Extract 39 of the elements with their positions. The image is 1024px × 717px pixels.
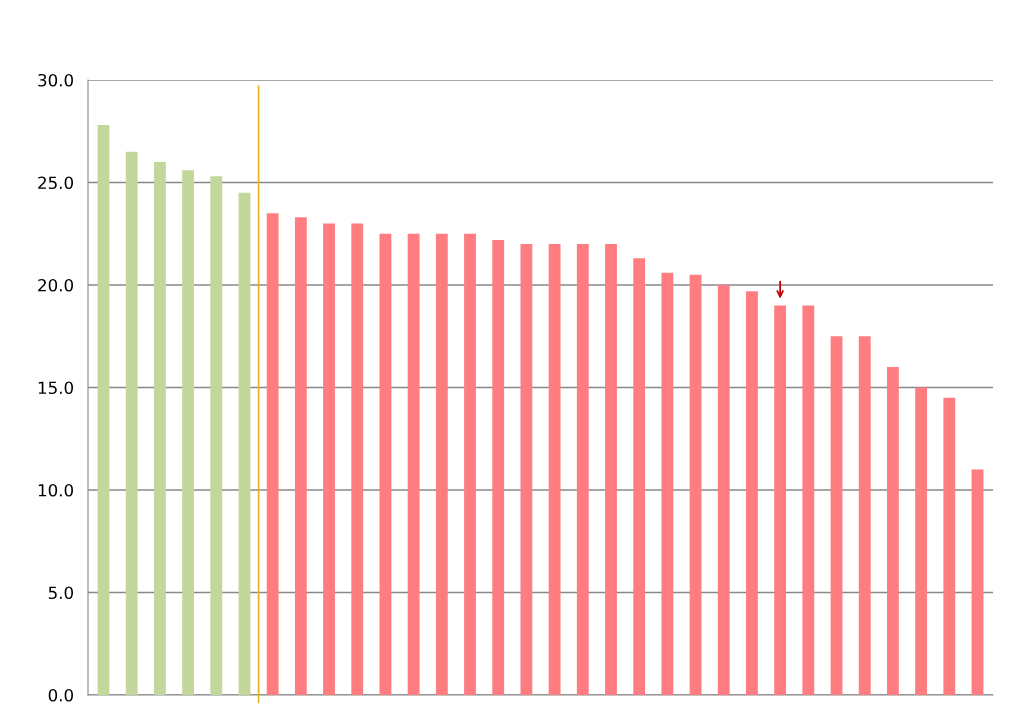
- bar: [661, 272, 674, 695]
- bar: [125, 151, 138, 695]
- bar: [830, 336, 843, 695]
- bar: [210, 176, 223, 695]
- bar: [464, 233, 476, 695]
- bar: [492, 239, 505, 695]
- y-tick-label: 5.0: [48, 586, 73, 600]
- bar: [858, 336, 871, 695]
- bar: [717, 285, 730, 695]
- y-tick-label: 15.0: [38, 381, 73, 395]
- bar: [548, 244, 561, 695]
- bar: [886, 367, 899, 695]
- bar: [971, 469, 984, 695]
- bar: [97, 125, 110, 695]
- y-tick-label: 25.0: [38, 176, 73, 190]
- bar: [182, 170, 195, 695]
- bar: [746, 291, 758, 695]
- bar: [943, 397, 956, 695]
- bar: [407, 233, 420, 695]
- bar: [238, 192, 251, 695]
- bar: [774, 305, 787, 695]
- bar: [379, 233, 392, 695]
- bar: [605, 244, 617, 695]
- bar: [294, 217, 307, 695]
- bar: [266, 213, 279, 695]
- bar: [153, 162, 166, 695]
- bar: [520, 244, 533, 695]
- y-tick-label: 30.0: [38, 73, 73, 87]
- bar: [323, 223, 335, 695]
- bar: [435, 233, 448, 695]
- bar: [802, 305, 815, 695]
- bar: [915, 387, 928, 695]
- bar: [689, 274, 702, 695]
- y-tick-label: 0.0: [48, 688, 73, 702]
- y-tick-label: 20.0: [38, 278, 73, 292]
- bar: [633, 258, 646, 695]
- bar: [576, 244, 589, 695]
- bar: [351, 223, 364, 695]
- y-tick-label: 10.0: [38, 483, 73, 497]
